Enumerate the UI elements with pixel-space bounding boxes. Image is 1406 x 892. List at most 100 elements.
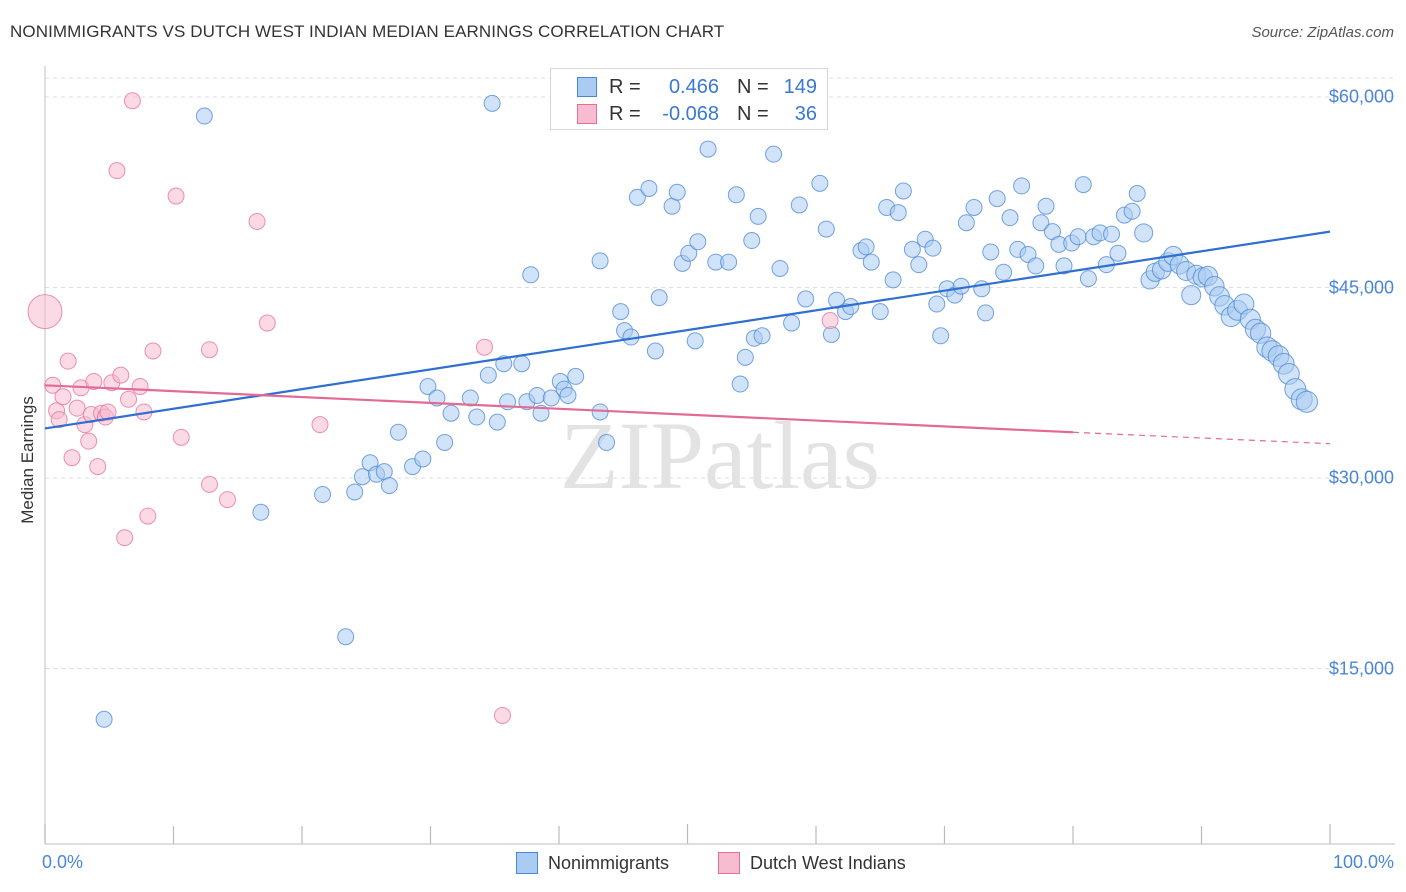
point-nonimmigrants [862,253,880,271]
series-legend-nonimmigrants: Nonimmigrants [516,852,669,874]
point-dutch-west-indians [120,390,138,408]
point-nonimmigrants [1001,209,1019,227]
point-dutch-west-indians [144,342,162,360]
point-nonimmigrants [252,503,270,521]
x-tick-max: 100.0% [1332,852,1394,872]
point-nonimmigrants [1134,223,1154,243]
point-nonimmigrants [753,327,771,345]
point-nonimmigrants [932,327,950,345]
point-nonimmigrants [910,256,928,274]
point-nonimmigrants [668,183,686,201]
point-nonimmigrants [95,710,113,728]
point-nonimmigrants [414,450,432,468]
point-nonimmigrants [749,207,767,225]
point-dutch-west-indians [475,338,493,356]
point-nonimmigrants [314,486,332,504]
y-tick-label: $15,000 [1328,658,1394,678]
point-nonimmigrants [389,423,407,441]
point-dutch-west-indians [89,458,107,476]
legend-r-value: 0.466 [668,75,719,98]
point-nonimmigrants [612,303,630,321]
grid-lines [45,77,1395,669]
point-nonimmigrants [743,232,761,250]
point-dutch-west-indians [167,187,185,205]
point-nonimmigrants [598,433,616,451]
point-nonimmigrants [650,289,668,307]
point-nonimmigrants [783,314,801,332]
legend-row-nonimmigrants: R = 0.466 N = 149 [577,74,817,100]
point-nonimmigrants [857,238,875,256]
point-nonimmigrants [720,253,738,271]
point-dutch-west-indians [54,388,72,406]
axes [44,66,1395,845]
legend-swatch-blue [577,77,597,97]
legend-row-dutch-west-indians: R = -0.068 N = 36 [577,101,817,127]
point-nonimmigrants [1181,285,1202,306]
legend-swatch-pink [577,104,597,124]
point-nonimmigrants [699,140,717,158]
legend-n-label: N = [737,102,769,125]
point-nonimmigrants [1074,176,1092,194]
series-swatch-blue [516,852,538,874]
point-nonimmigrants [461,389,479,407]
point-dutch-west-indians [99,403,117,421]
point-nonimmigrants [924,239,942,257]
legend-r-label: R = [609,75,641,98]
point-nonimmigrants [442,404,460,422]
point-dutch-west-indians [821,312,839,330]
point-dutch-west-indians [131,378,149,396]
point-nonimmigrants [513,355,531,373]
point-nonimmigrants [528,386,546,404]
point-nonimmigrants [680,244,698,262]
point-nonimmigrants [1069,228,1087,246]
correlation-legend: R = 0.466 N = 149 R = -0.068 N = 36 [550,68,828,130]
point-dutch-west-indians [493,706,511,724]
point-nonimmigrants [419,378,437,396]
point-nonimmigrants [731,375,749,393]
series-label: Dutch West Indians [750,852,906,873]
point-nonimmigrants [468,408,486,426]
point-nonimmigrants [1295,390,1318,413]
y-tick-label: $30,000 [1328,467,1394,488]
point-nonimmigrants [811,174,829,192]
point-dutch-west-indians [116,529,134,547]
series-swatch-pink [718,852,740,874]
trend-line-dutch-west-indians [44,384,1074,434]
point-nonimmigrants [797,290,815,308]
point-nonimmigrants [965,198,983,216]
point-nonimmigrants [646,342,664,360]
point-dutch-west-indians [108,162,126,180]
y-tick-label: $45,000 [1328,277,1394,297]
point-nonimmigrants [903,240,921,258]
point-dutch-west-indians [112,366,130,384]
point-nonimmigrants [346,483,364,501]
point-nonimmigrants [1037,197,1055,215]
point-dutch-west-indians [80,432,98,450]
point-nonimmigrants [542,389,560,407]
point-nonimmigrants [1079,270,1097,288]
point-nonimmigrants [1055,257,1073,275]
point-nonimmigrants [686,332,704,350]
point-nonimmigrants [1109,244,1127,262]
chart-title: NONIMMIGRANTS VS DUTCH WEST INDIAN MEDIA… [10,22,725,41]
point-nonimmigrants [1032,214,1050,232]
trend-lines [44,230,1331,445]
point-dutch-west-indians [139,507,157,525]
point-nonimmigrants [567,367,585,385]
point-nonimmigrants [488,413,506,431]
point-nonimmigrants [889,204,907,222]
point-nonimmigrants [982,243,1000,261]
point-nonimmigrants [380,477,398,495]
point-nonimmigrants [640,179,658,197]
point-nonimmigrants [995,263,1013,281]
point-nonimmigrants [195,107,213,125]
point-nonimmigrants [727,186,745,204]
point-nonimmigrants [591,252,609,270]
point-nonimmigrants [1013,177,1031,195]
point-nonimmigrants [353,468,371,486]
point-nonimmigrants [928,295,946,313]
point-nonimmigrants [522,266,540,284]
trend-line-dutch-west-indians-extrapolated [1072,431,1331,445]
point-nonimmigrants [871,303,889,321]
